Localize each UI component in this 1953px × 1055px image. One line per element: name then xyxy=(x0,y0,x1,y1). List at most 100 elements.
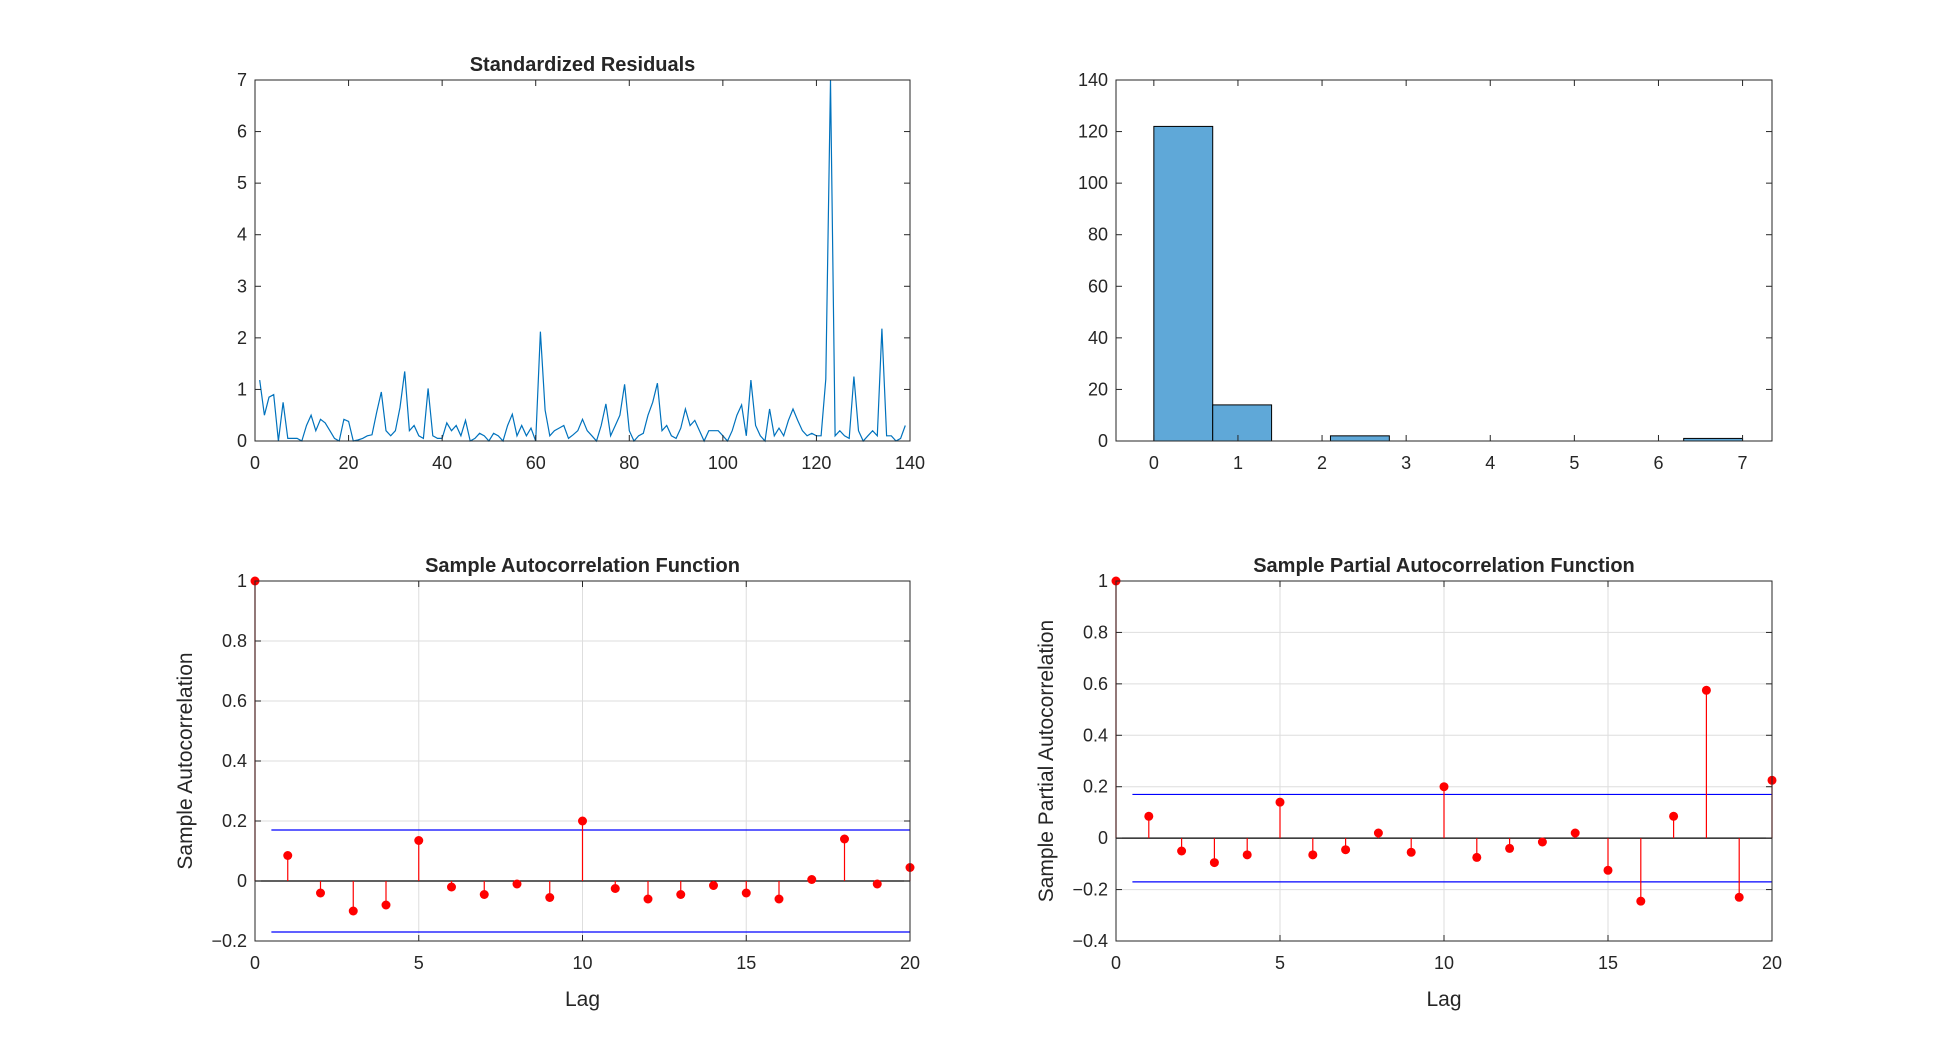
stem-marker xyxy=(1701,685,1711,695)
stem-marker xyxy=(840,834,849,844)
x-axis-label: Lag xyxy=(1426,988,1461,1011)
axes-box xyxy=(254,79,911,442)
residuals-line-plot: 0 20 40 60 80 100 120 140 0 1 2 3 4 5 6 7 Standardized R… xyxy=(237,54,925,473)
stem-marker xyxy=(1537,837,1547,847)
x-tick-label: 15 xyxy=(1598,953,1618,973)
x-tick-label: 5 xyxy=(1275,953,1285,973)
y-tick-label: 6 xyxy=(237,122,247,142)
x-tick-label: 4 xyxy=(1485,453,1495,473)
y-tick-label: 5 xyxy=(237,173,247,193)
stem-marker xyxy=(1734,892,1744,902)
x-tick-label: 40 xyxy=(432,453,452,473)
pacf-stem-plot: 0 5 10 15 20 −0.4 −0.2 0 0.2 0.4 0.6 0.8 1 Sample Par… xyxy=(1035,555,1782,1011)
stem-marker xyxy=(741,888,751,898)
stem-marker xyxy=(1209,858,1219,868)
y-tick-label: −0.4 xyxy=(1072,931,1108,951)
x-tick-label: 10 xyxy=(572,953,592,973)
stem-marker xyxy=(1472,852,1482,862)
x-tick-label: 0 xyxy=(250,453,260,473)
x-tick-label: 80 xyxy=(619,453,639,473)
y-tick-label: 80 xyxy=(1088,225,1108,245)
x-tick-label: 20 xyxy=(339,453,359,473)
y-tick-label: 1 xyxy=(1098,571,1108,591)
y-tick-label: 20 xyxy=(1088,379,1108,399)
histogram-bar xyxy=(1212,404,1273,442)
y-tick-label: 4 xyxy=(237,225,247,245)
y-tick-label: 100 xyxy=(1078,173,1108,193)
stem-marker xyxy=(447,882,456,892)
y-tick-label: 2 xyxy=(237,328,247,348)
x-tick-label: 7 xyxy=(1738,453,1748,473)
y-tick-label: 0 xyxy=(1098,431,1108,451)
stem-marker xyxy=(709,881,718,890)
x-tick-label: 140 xyxy=(895,453,925,473)
stem-marker xyxy=(316,888,325,898)
y-tick-label: 120 xyxy=(1078,122,1108,142)
y-tick-label: 7 xyxy=(237,70,247,90)
stem-marker xyxy=(1505,843,1515,853)
axes-background xyxy=(1116,80,1772,441)
y-tick-label: 40 xyxy=(1088,328,1108,348)
y-tick-label: 0.8 xyxy=(1083,622,1108,642)
stem-marker xyxy=(479,890,489,899)
y-tick-label: 0.4 xyxy=(1083,725,1108,745)
stem-marker xyxy=(1669,811,1679,821)
stem-marker xyxy=(578,816,587,826)
stem-marker xyxy=(872,879,882,889)
y-tick-label: 0.4 xyxy=(222,751,247,771)
residual-series-line xyxy=(259,79,906,443)
stem-marker xyxy=(1603,865,1613,875)
y-tick-label: −0.2 xyxy=(211,931,247,951)
x-tick-label: 10 xyxy=(1434,953,1454,973)
stem-marker xyxy=(807,875,817,884)
stem-marker xyxy=(610,884,620,893)
stem-marker xyxy=(1177,846,1187,856)
x-tick-label: 20 xyxy=(1762,953,1782,973)
x-tick-label: 120 xyxy=(801,453,831,473)
y-tick-label: 1 xyxy=(237,379,247,399)
y-tick-label: −0.2 xyxy=(1072,880,1108,900)
y-axis-label: Sample Partial Autocorrelation xyxy=(1035,620,1058,903)
stem-marker xyxy=(643,894,653,904)
y-tick-label: 140 xyxy=(1078,70,1108,90)
axes-box xyxy=(1115,79,1773,442)
stem-marker xyxy=(1439,782,1449,792)
y-tick-label: 0.6 xyxy=(222,691,247,711)
y-tick-label: 0.2 xyxy=(222,811,247,831)
chart-title: Sample Partial Autocorrelation Function xyxy=(1253,555,1635,577)
y-tick-label: 0 xyxy=(237,871,247,891)
stem-marker xyxy=(414,836,424,845)
stem-marker xyxy=(381,900,391,910)
x-tick-label: 20 xyxy=(900,953,920,973)
y-tick-label: 0.8 xyxy=(222,631,247,651)
y-tick-label: 0.6 xyxy=(1083,674,1108,694)
histogram-bar xyxy=(1329,435,1390,442)
x-tick-label: 0 xyxy=(1111,953,1121,973)
y-tick-label: 0.2 xyxy=(1083,777,1108,797)
stem-marker xyxy=(1144,811,1154,821)
x-tick-label: 15 xyxy=(736,953,756,973)
stem-marker xyxy=(1308,850,1318,860)
stem-marker xyxy=(1275,797,1285,807)
stem-marker xyxy=(545,893,555,902)
x-tick-label: 60 xyxy=(526,453,546,473)
y-tick-label: 3 xyxy=(237,276,247,296)
y-tick-label: 0 xyxy=(1098,828,1108,848)
histogram-bar xyxy=(1153,125,1214,442)
stem-marker xyxy=(348,906,358,916)
residuals-histogram: 0 1 2 3 4 5 6 7 0 20 40 60 80 100 120 140 xyxy=(1078,70,1773,473)
stem-marker xyxy=(1341,845,1351,855)
y-axis-label: Sample Autocorrelation xyxy=(174,652,197,869)
x-tick-label: 0 xyxy=(250,953,260,973)
chart-title: Standardized Residuals xyxy=(470,54,696,76)
stem-marker xyxy=(283,851,293,860)
chart-title: Sample Autocorrelation Function xyxy=(425,555,740,577)
x-tick-label: 5 xyxy=(1569,453,1579,473)
y-tick-label: 0 xyxy=(237,431,247,451)
stem-marker xyxy=(1373,828,1383,838)
y-tick-label: 1 xyxy=(237,571,247,591)
axes-background xyxy=(255,80,910,441)
stem-marker xyxy=(512,879,522,889)
